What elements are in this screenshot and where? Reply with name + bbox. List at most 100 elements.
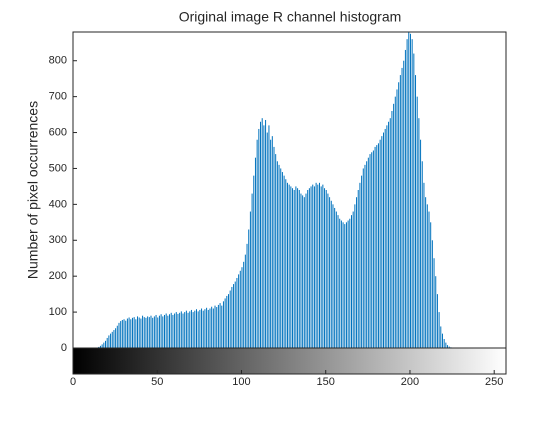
histogram-bar	[177, 313, 179, 348]
histogram-bar	[131, 317, 133, 348]
histogram-bar	[396, 89, 398, 349]
histogram-bar	[364, 164, 366, 348]
histogram-bar	[278, 164, 280, 348]
histogram-bar	[206, 307, 208, 348]
histogram-bar	[356, 197, 358, 348]
histogram-bar	[110, 333, 112, 348]
histogram-bar	[372, 150, 374, 348]
histogram-bar	[389, 118, 391, 348]
histogram-bar	[265, 119, 267, 349]
histogram-bar	[286, 182, 288, 348]
y-axis-label: Number of pixel occurrences	[25, 101, 41, 279]
histogram-bar	[209, 308, 211, 348]
histogram-bar	[150, 315, 152, 348]
histogram-bar	[441, 333, 443, 348]
histogram-bar	[398, 82, 400, 348]
histogram-bar	[325, 190, 327, 348]
histogram-bar	[163, 314, 165, 348]
histogram-bar	[275, 154, 277, 348]
histogram-bar	[135, 319, 137, 348]
histogram-bar	[268, 125, 270, 348]
histogram-bar	[310, 186, 312, 348]
histogram-bar	[391, 111, 393, 348]
histogram-bar	[174, 313, 176, 348]
histogram-bar	[435, 276, 437, 348]
histogram-bar	[421, 161, 423, 348]
histogram-bar	[374, 146, 376, 348]
histogram-bar	[258, 128, 260, 348]
histogram-bar	[155, 314, 157, 348]
histogram-bar	[138, 317, 140, 348]
histogram-bar	[448, 346, 450, 348]
histogram-bar	[418, 118, 420, 348]
histogram-bar	[300, 193, 302, 348]
histogram-bar	[123, 319, 125, 348]
histogram-bar	[201, 308, 203, 348]
plot-area	[98, 32, 452, 349]
histogram-bar	[379, 139, 381, 348]
histogram-bar	[229, 290, 231, 348]
colorbar	[72, 347, 507, 375]
histogram-bar	[322, 184, 324, 348]
histogram-bar	[403, 60, 405, 349]
histogram-bar	[426, 204, 428, 348]
x-tick-label: 50	[151, 376, 163, 388]
histogram-bar	[270, 139, 272, 348]
histogram-bar	[125, 320, 127, 348]
histogram-bar	[219, 303, 221, 348]
histogram-bar	[142, 315, 144, 348]
histogram-bar	[320, 186, 322, 348]
histogram-bar	[283, 175, 285, 348]
histogram-bar	[126, 318, 128, 348]
histogram-bar	[377, 143, 379, 348]
histogram-bar	[195, 309, 197, 348]
histogram-bar	[415, 75, 417, 348]
histogram-bar	[409, 33, 411, 348]
histogram-bar	[248, 229, 250, 348]
histogram-bar	[190, 309, 192, 348]
histogram-bar	[98, 346, 100, 348]
histogram-bar	[236, 277, 238, 348]
histogram-bar	[292, 188, 294, 348]
histogram-bar	[115, 328, 117, 348]
x-tick-label: 250	[485, 376, 503, 388]
histogram-bar	[106, 337, 108, 348]
histogram-bar	[285, 179, 287, 348]
histogram-bar	[116, 325, 118, 348]
histogram-bar	[357, 190, 359, 348]
histogram-bar	[430, 222, 432, 348]
histogram-bar	[340, 220, 342, 348]
histogram-bar	[108, 335, 110, 348]
histogram-bar	[350, 215, 352, 348]
histogram-bar	[160, 314, 162, 348]
histogram-bar	[305, 193, 307, 348]
histogram-bar	[169, 314, 171, 348]
histogram-bar	[290, 186, 292, 348]
histogram-bar	[423, 182, 425, 348]
histogram-bar	[184, 312, 186, 348]
histogram-bar	[194, 310, 196, 348]
x-tick-label: 150	[317, 376, 335, 388]
histogram-bar	[280, 168, 282, 348]
histogram-bar	[128, 317, 130, 348]
histogram-bar	[172, 314, 174, 348]
histogram-bar	[185, 310, 187, 348]
histogram-bar	[281, 172, 283, 348]
histogram-bar	[428, 211, 430, 348]
histogram-bar	[334, 207, 336, 348]
histogram-bar	[167, 315, 169, 348]
histogram-bar	[187, 312, 189, 348]
histogram-bar	[137, 316, 139, 348]
histogram-bar	[394, 96, 396, 349]
histogram-bar	[212, 308, 214, 348]
histogram-bar	[354, 204, 356, 348]
histogram-bar	[401, 67, 403, 348]
histogram-bar	[273, 146, 275, 348]
histogram-bar	[147, 316, 149, 348]
x-tick-label: 100	[232, 376, 250, 388]
histogram-bar	[189, 311, 191, 348]
histogram-bar	[271, 136, 273, 348]
histogram-bar	[148, 317, 150, 348]
histogram-bar	[406, 39, 408, 348]
